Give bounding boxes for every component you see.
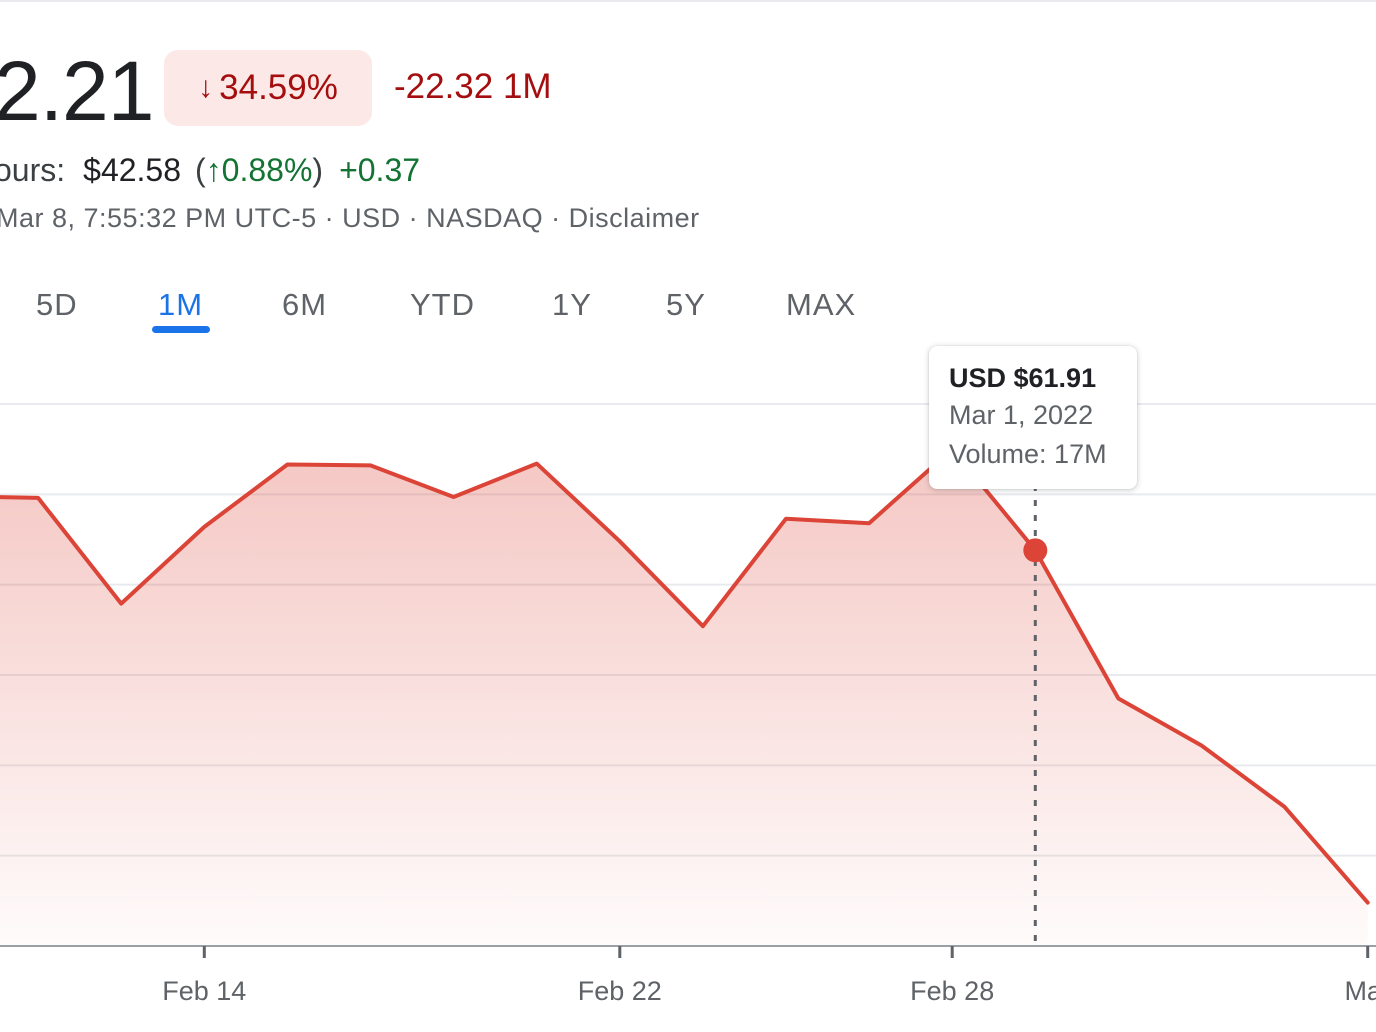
price-line bbox=[0, 447, 1370, 905]
tab-1y[interactable]: 1Y bbox=[552, 287, 592, 322]
quote-exchange: NASDAQ bbox=[426, 203, 544, 233]
after-hours-paren-close: ) bbox=[312, 152, 324, 188]
tab-5y[interactable]: 5Y bbox=[666, 287, 706, 322]
tab-max[interactable]: MAX bbox=[786, 287, 857, 322]
active-tab-indicator bbox=[152, 326, 210, 333]
after-hours-line: ours: $42.58 (↑0.88%) +0.37 bbox=[0, 150, 420, 190]
arrow-up-icon: ↑ bbox=[205, 152, 222, 188]
tooltip-date: Mar 1, 2022 bbox=[949, 400, 1094, 430]
after-hours-paren-open: ( bbox=[195, 152, 206, 188]
top-divider bbox=[0, 0, 1376, 2]
price-area bbox=[0, 449, 1368, 946]
disclaimer-link[interactable]: Disclaimer bbox=[568, 203, 700, 233]
x-tick-label: Feb 22 bbox=[578, 976, 662, 1006]
quote-meta: Mar 8, 7:55:32 PM UTC-5 · USD · NASDAQ · Discl… bbox=[0, 200, 700, 236]
tab-6m[interactable]: 6M bbox=[282, 287, 328, 322]
after-hours-change: +0.37 bbox=[339, 152, 421, 188]
tab-ytd[interactable]: YTD bbox=[410, 287, 475, 322]
after-hours-percent: 0.88% bbox=[221, 152, 313, 188]
quote-currency: USD bbox=[342, 203, 401, 233]
tooltip-price: USD $61.91 bbox=[949, 363, 1097, 393]
change-percent-badge: ↓ 34.59% bbox=[164, 50, 372, 126]
current-price: 2.21 bbox=[0, 44, 154, 138]
x-tick-label: Mar bbox=[1344, 976, 1376, 1006]
price-tooltip: USD $61.91 Mar 1, 2022 Volume: 17M bbox=[929, 346, 1137, 489]
tab-5d[interactable]: 5D bbox=[36, 287, 78, 322]
hover-point-marker bbox=[1023, 538, 1048, 563]
tab-1m[interactable]: 1M bbox=[158, 287, 204, 322]
change-absolute: -22.32 1M bbox=[394, 67, 552, 106]
x-axis-ticks: Feb 14 Feb 22 Feb 28 Mar bbox=[162, 946, 1376, 1006]
change-percent: 34.59% bbox=[219, 68, 338, 107]
x-tick-label: Feb 28 bbox=[910, 976, 994, 1006]
after-hours-label: ours: bbox=[0, 152, 66, 188]
x-tick-label: Feb 14 bbox=[162, 976, 246, 1006]
arrow-down-icon: ↓ bbox=[198, 71, 214, 104]
after-hours-price: $42.58 bbox=[83, 152, 182, 188]
tooltip-volume: Volume: 17M bbox=[949, 439, 1107, 469]
quote-timestamp: Mar 8, 7:55:32 PM UTC-5 bbox=[0, 203, 317, 233]
